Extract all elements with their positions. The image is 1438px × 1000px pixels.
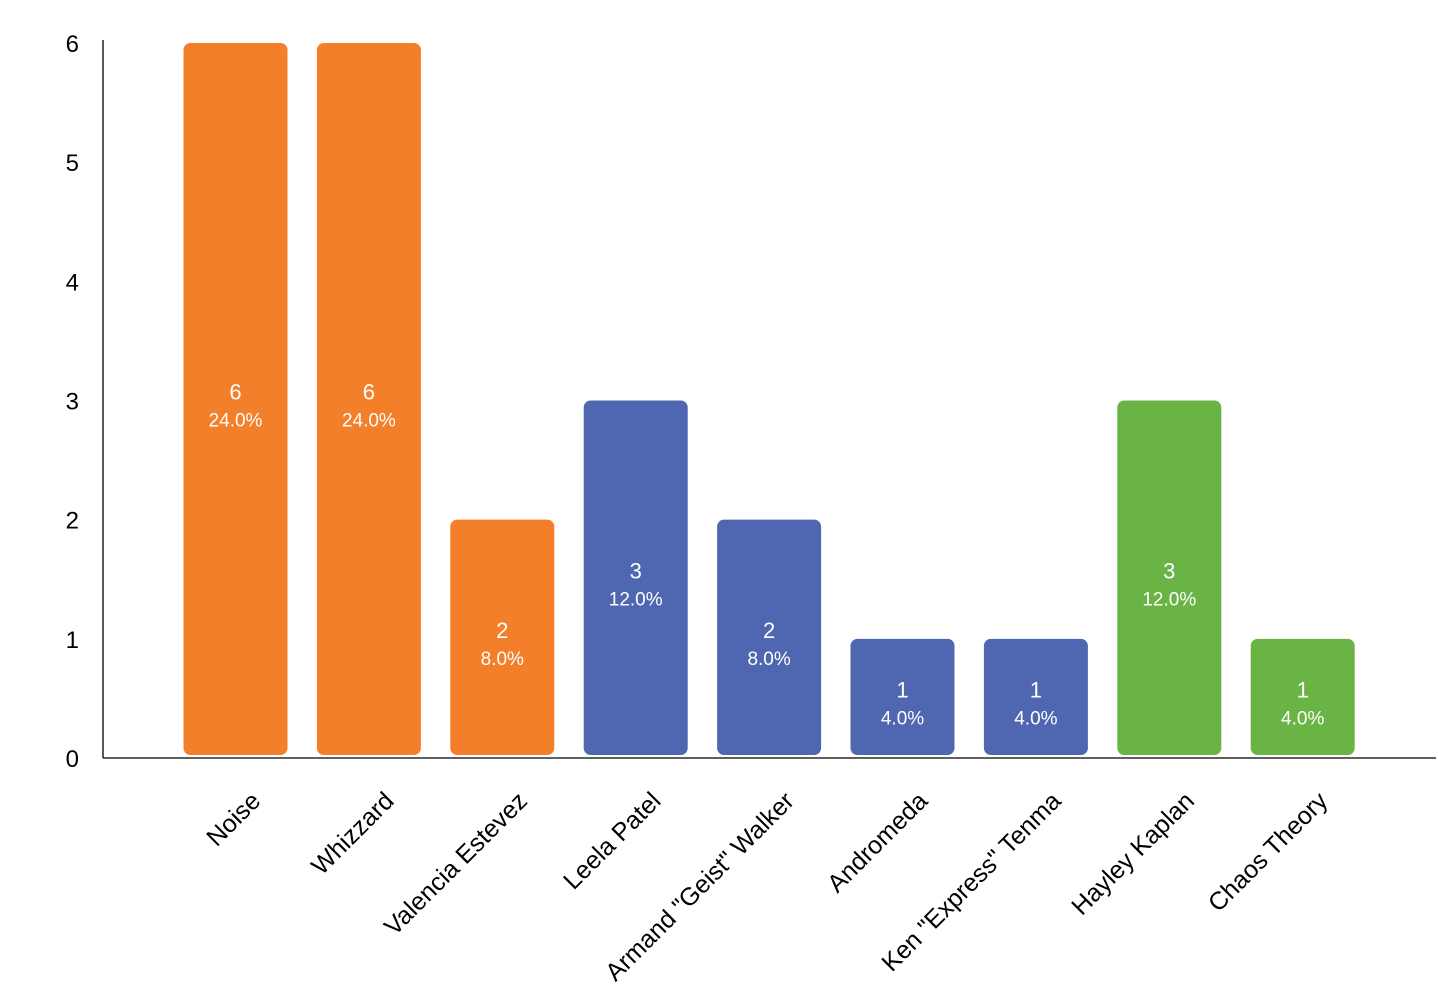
bar-group: 2 8.0%: [717, 519, 822, 755]
bar-value-label: 3: [630, 558, 642, 583]
bar-percent-label: 4.0%: [881, 708, 924, 729]
x-tick-label: Whizzard: [306, 787, 399, 880]
bar-value-label: 6: [363, 380, 375, 405]
bar-percent-label: 4.0%: [1281, 708, 1324, 729]
y-tick-label: 3: [66, 389, 79, 416]
bar-value-label: 1: [896, 677, 908, 702]
y-tick-label: 5: [66, 150, 79, 177]
x-tick-label: Andromeda: [822, 787, 933, 898]
bar: [1250, 638, 1355, 755]
x-tick-label: Hayley Kaplan: [1066, 787, 1200, 921]
bar: [316, 43, 421, 755]
bar-percent-label: 8.0%: [481, 649, 524, 670]
bar-group: 1 4.0%: [850, 638, 955, 755]
y-tick-label: 6: [66, 31, 79, 58]
bar-group: 2 8.0%: [450, 519, 555, 755]
bar-value-label: 6: [229, 380, 241, 405]
y-axis-ticks: 0 1 2 3 4 5 6: [66, 31, 79, 773]
bar-value-label: 2: [496, 618, 508, 643]
bar-percent-label: 12.0%: [609, 589, 663, 610]
bar-group: 6 24.0%: [316, 43, 421, 755]
bar: [983, 638, 1088, 755]
bar-percent-label: 12.0%: [1142, 589, 1196, 610]
bar-value-label: 3: [1163, 558, 1175, 583]
x-tick-label: Leela Patel: [558, 787, 666, 895]
bar-percent-label: 24.0%: [209, 411, 263, 432]
bar: [850, 638, 955, 755]
bar: [717, 519, 822, 755]
y-tick-label: 4: [66, 269, 79, 296]
bar-percent-label: 24.0%: [342, 411, 396, 432]
bar-group: 3 12.0%: [1117, 400, 1222, 755]
bar: [183, 43, 288, 755]
bar-group: 1 4.0%: [983, 638, 1088, 755]
x-tick-label: Noise: [201, 787, 266, 852]
bar-percent-label: 8.0%: [747, 649, 790, 670]
bar-group: 3 12.0%: [583, 400, 688, 755]
bar-group: 1 4.0%: [1250, 638, 1355, 755]
bar-value-label: 1: [1030, 677, 1042, 702]
y-tick-label: 0: [66, 746, 79, 773]
bars-group: 6 24.0% 6 24.0% 2 8.0% 3 12.0% 2 8.0% 1 4.0% 1 4.0% 3 1…: [183, 43, 1355, 755]
bar-percent-label: 4.0%: [1014, 708, 1057, 729]
bar: [450, 519, 555, 755]
y-tick-label: 2: [66, 508, 79, 535]
bar-group: 6 24.0%: [183, 43, 288, 755]
bar-value-label: 2: [763, 618, 775, 643]
bar-value-label: 1: [1297, 677, 1309, 702]
bar: [583, 400, 688, 755]
x-tick-label: Valencia Estevez: [379, 787, 533, 941]
bar: [1117, 400, 1222, 755]
x-tick-label: Chaos Theory: [1203, 787, 1334, 918]
y-tick-label: 1: [66, 627, 79, 654]
